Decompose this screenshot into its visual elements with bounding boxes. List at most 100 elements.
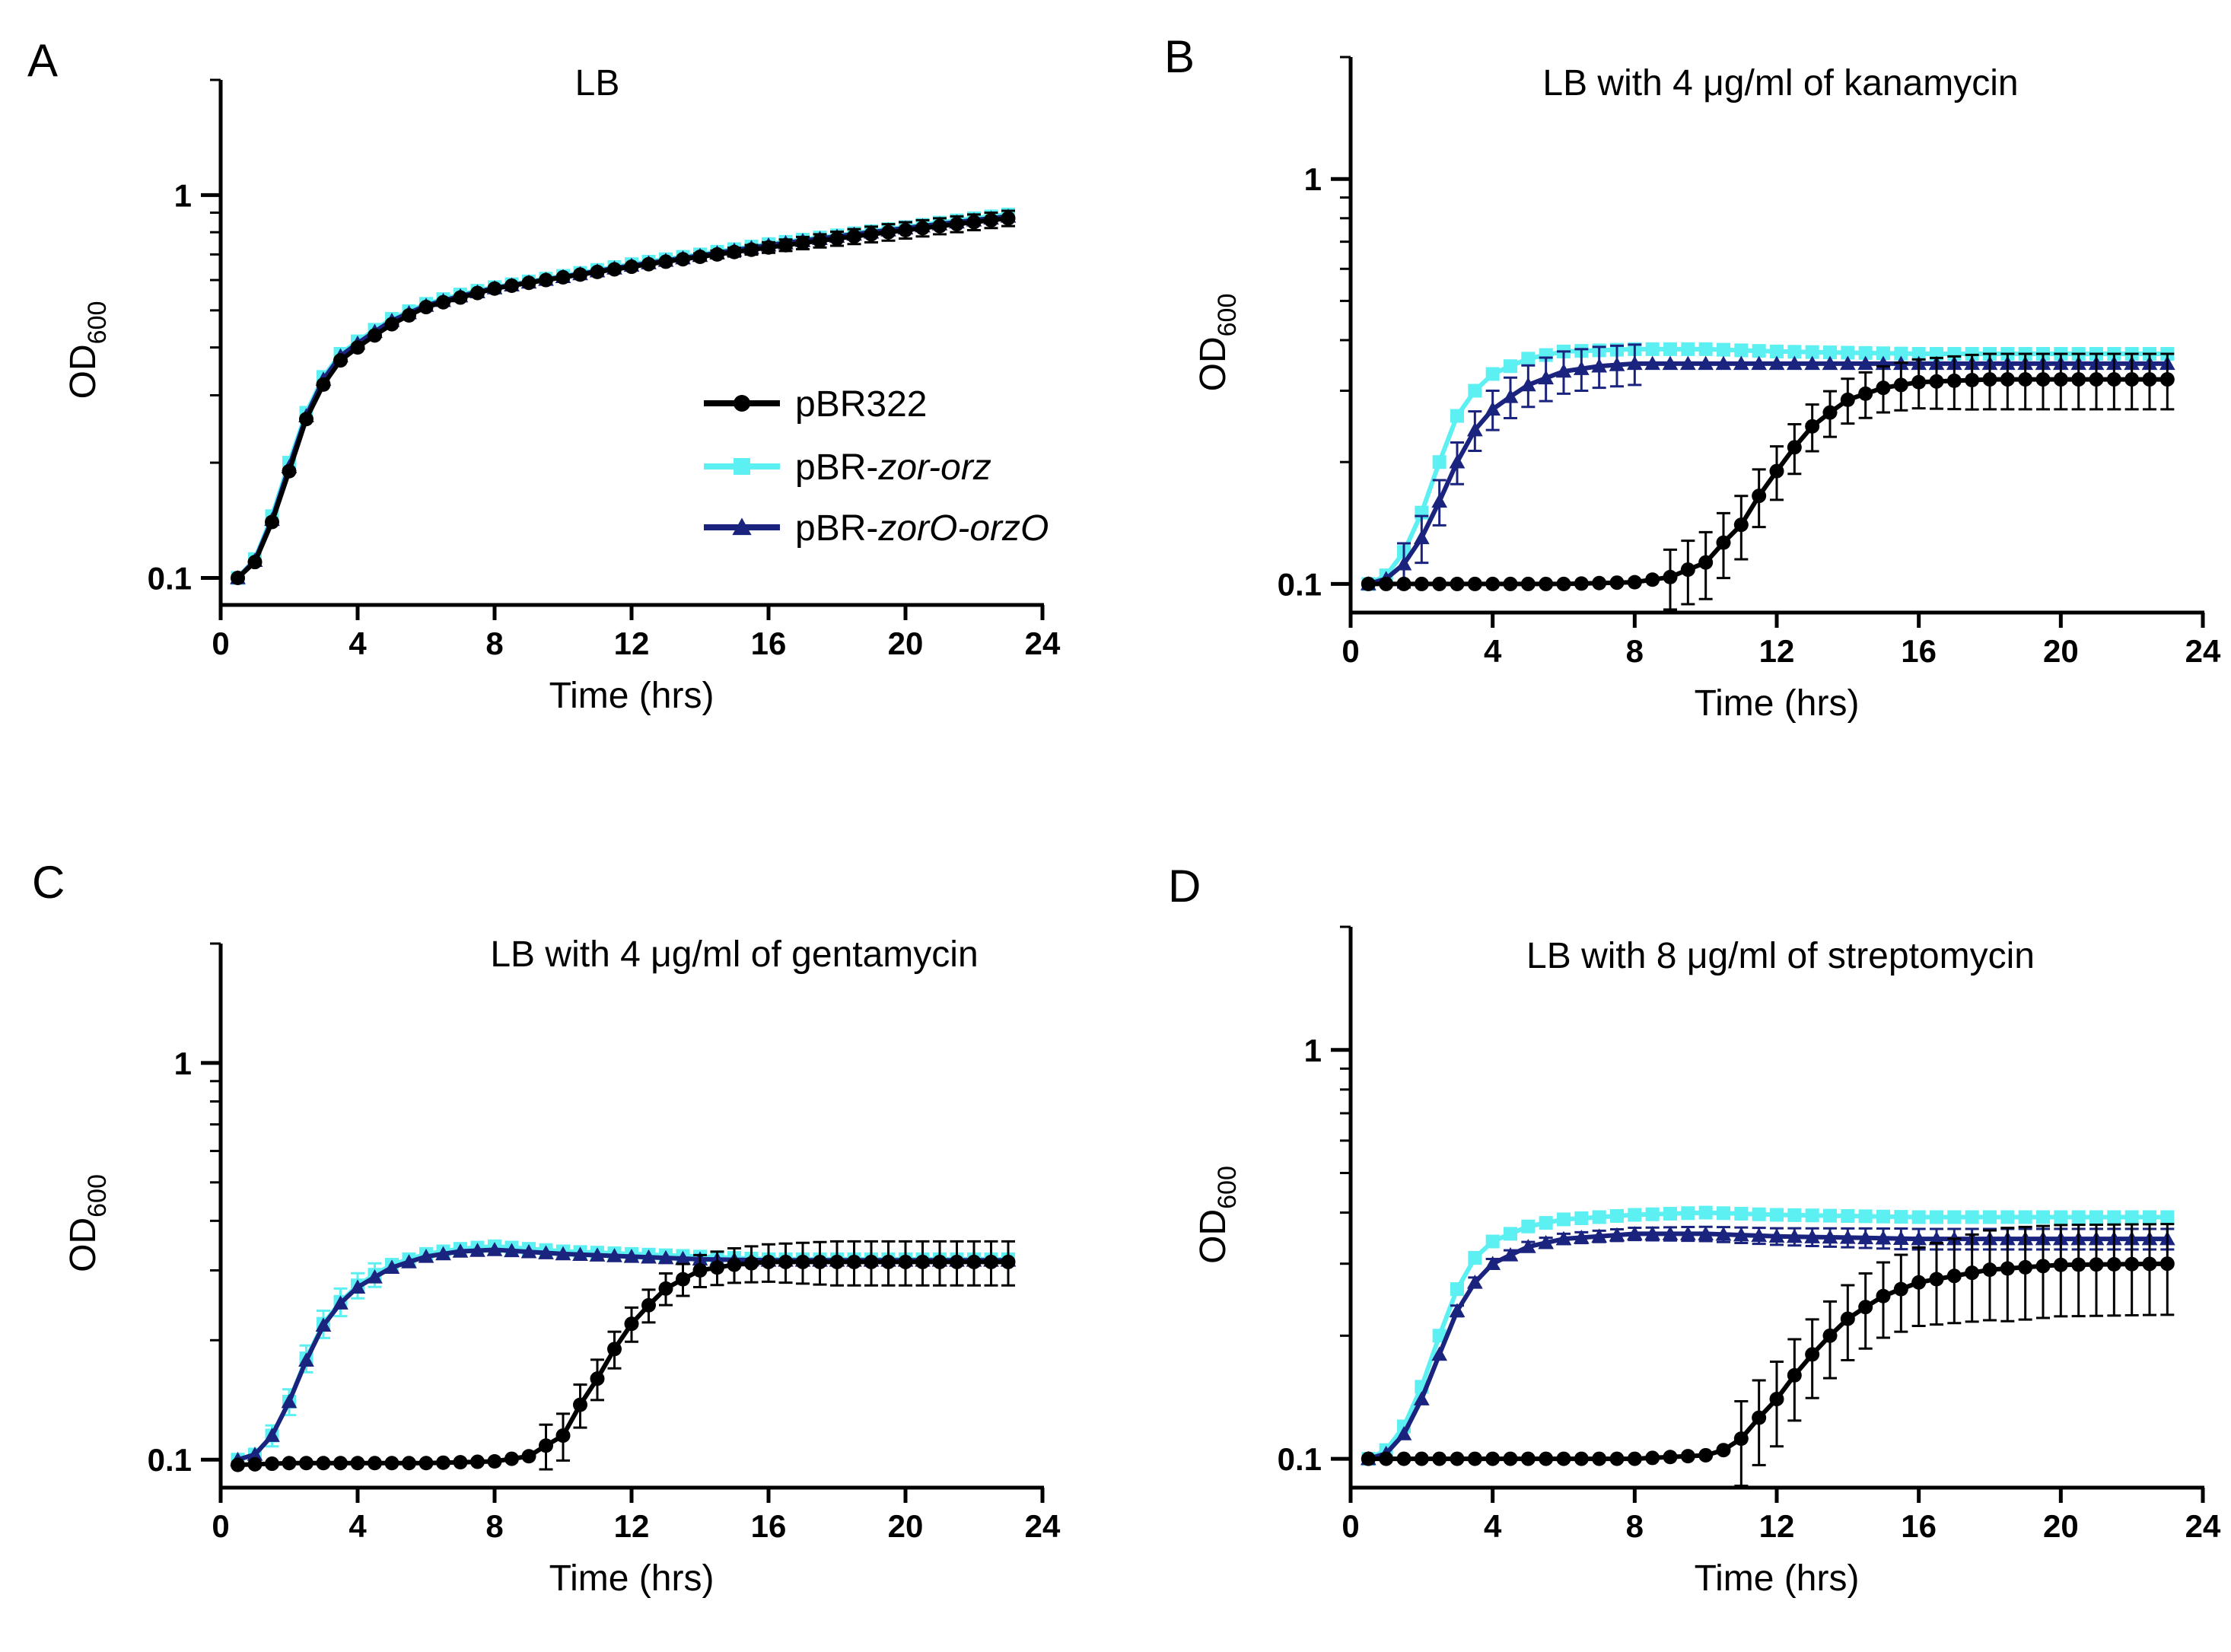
data-point xyxy=(1876,380,1891,396)
data-point xyxy=(231,570,245,585)
data-point xyxy=(2035,1259,2051,1274)
data-point xyxy=(1733,517,1749,533)
data-point xyxy=(1539,1216,1553,1230)
data-point xyxy=(2142,372,2157,387)
data-point xyxy=(1858,386,1873,401)
data-point xyxy=(333,1456,348,1471)
x-tick-label: 24 xyxy=(2185,1508,2221,1544)
data-point xyxy=(1627,575,1642,590)
data-point xyxy=(1663,1450,1678,1465)
data-point xyxy=(1679,355,1696,371)
data-point xyxy=(1841,1208,1855,1223)
data-point xyxy=(1396,1426,1412,1440)
data-point xyxy=(641,256,656,272)
legend: pBR322 pBR-zor-orz pBR-zorO-orzO xyxy=(704,384,1049,549)
data-point xyxy=(1466,1274,1483,1289)
data-point xyxy=(1485,1256,1501,1270)
data-point xyxy=(744,242,759,257)
data-point xyxy=(349,1279,366,1294)
data-point xyxy=(539,272,553,288)
x-tick-label: 16 xyxy=(1901,633,1937,669)
data-point xyxy=(2159,1256,2175,1272)
data-point xyxy=(590,264,605,279)
data-point xyxy=(1876,346,1890,361)
data-point xyxy=(265,1456,279,1472)
x-tick-label: 24 xyxy=(1025,1508,1061,1544)
panel-c: C LB with 4 μg/ml of gentamycin 0 4 8 12 16 20 2… xyxy=(32,857,1061,1599)
data-point xyxy=(2089,1210,2103,1224)
data-point xyxy=(1947,1210,1962,1224)
data-point xyxy=(1573,361,1590,375)
series-pBR322 xyxy=(1361,352,2175,611)
data-point xyxy=(1663,569,1678,584)
data-point xyxy=(350,340,365,355)
data-point xyxy=(1769,463,1784,479)
data-point xyxy=(864,227,879,242)
data-point xyxy=(1717,342,1730,357)
data-point xyxy=(1769,1392,1784,1407)
data-point xyxy=(1609,575,1625,590)
data-point xyxy=(950,1254,964,1269)
data-point xyxy=(744,1256,759,1271)
data-point xyxy=(504,1451,519,1466)
data-point xyxy=(539,1438,553,1453)
data-point xyxy=(1805,345,1819,359)
data-point xyxy=(1504,359,1517,374)
data-point xyxy=(1751,355,1768,371)
panel-letter: C xyxy=(32,857,65,908)
data-point xyxy=(1538,370,1555,385)
data-point xyxy=(1538,1234,1555,1249)
data-point xyxy=(590,1371,605,1386)
data-point xyxy=(2159,372,2175,387)
x-axis-label: Time (hrs) xyxy=(1695,1558,1860,1599)
data-point xyxy=(915,1254,930,1269)
data-point xyxy=(299,1456,313,1471)
data-point xyxy=(384,1259,400,1275)
data-point xyxy=(1698,1447,1714,1463)
data-point xyxy=(1450,1451,1465,1466)
data-point xyxy=(1450,576,1465,591)
data-point xyxy=(761,1254,776,1269)
data-point xyxy=(1805,1208,1819,1223)
x-axis-label: Time (hrs) xyxy=(549,1558,714,1599)
data-point xyxy=(2124,1256,2140,1272)
data-point xyxy=(778,1254,793,1269)
data-point xyxy=(487,1453,502,1469)
data-point xyxy=(2106,1256,2121,1272)
data-point xyxy=(1857,355,1874,371)
data-point xyxy=(1858,345,1873,360)
data-point xyxy=(1644,355,1661,371)
x-tick-label: 12 xyxy=(614,625,650,661)
data-point xyxy=(1716,535,1731,550)
data-point xyxy=(384,1456,399,1471)
data-point xyxy=(1840,392,1855,407)
data-point xyxy=(1449,454,1466,469)
data-point xyxy=(1734,343,1749,358)
data-point xyxy=(1717,1206,1730,1221)
data-point xyxy=(350,1456,365,1471)
panel-title: LB with 4 μg/ml of kanamycin xyxy=(1542,63,2018,103)
data-point xyxy=(1645,572,1660,587)
data-point xyxy=(1504,1227,1517,1241)
data-point xyxy=(555,1246,571,1261)
data-point xyxy=(864,1254,879,1269)
data-point xyxy=(2018,372,2033,387)
data-point xyxy=(2053,1257,2068,1272)
data-point xyxy=(316,1456,331,1471)
data-point xyxy=(1539,576,1554,591)
data-point xyxy=(436,294,450,310)
data-point xyxy=(1466,422,1483,437)
data-point xyxy=(692,1262,708,1278)
data-point xyxy=(1645,342,1660,356)
data-point xyxy=(2035,372,2051,387)
x-tick-label: 16 xyxy=(751,625,787,661)
data-point xyxy=(2054,1210,2068,1224)
data-point xyxy=(2143,1210,2156,1224)
data-point xyxy=(847,1254,861,1269)
data-point xyxy=(281,1393,298,1408)
data-point xyxy=(1626,1226,1643,1240)
data-point xyxy=(1520,576,1536,591)
legend-label: pBR322 xyxy=(795,384,927,425)
series-pBR322 xyxy=(1361,1223,2175,1488)
